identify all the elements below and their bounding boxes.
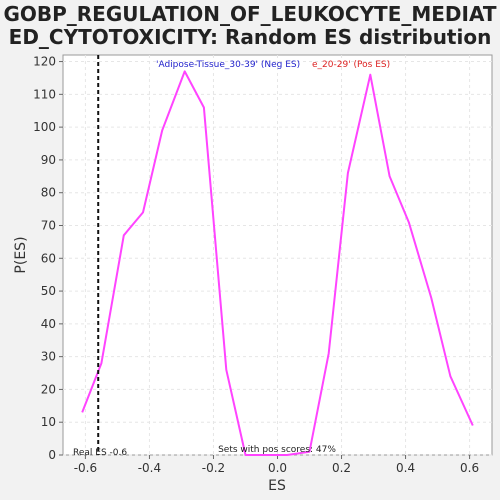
y-tick-label: 110 (33, 87, 56, 101)
x-tick-label: 0.0 (268, 461, 287, 475)
x-tick-label: 0.6 (460, 461, 479, 475)
y-tick-label: 90 (41, 153, 56, 167)
legend-pos-label: e_20-29' (Pos ES) (312, 60, 390, 70)
y-tick-label: 40 (41, 317, 56, 331)
y-tick-label: 120 (33, 55, 56, 69)
real-es-label: Real ES -0.6 (73, 448, 127, 458)
y-tick-label: 0 (48, 448, 56, 462)
x-tick-label: 0.2 (332, 461, 351, 475)
x-axis-title: ES (268, 478, 286, 494)
chart-title-line-2: ED_CYTOTOXICITY: Random ES distribution (9, 25, 492, 49)
y-tick-label: 50 (41, 284, 56, 298)
axis-ticks: 0 10 20 30 40 50 60 70 80 90 100 110 120 -0.6 -0.4 -0.2… (33, 55, 479, 475)
y-tick-label: 70 (41, 218, 56, 232)
legend-neg-label: 'Adipose-Tissue_30-39' (Neg ES) (156, 60, 300, 70)
x-tick-label: -0.4 (138, 461, 161, 475)
y-tick-label: 100 (33, 120, 56, 134)
x-tick-label: 0.4 (396, 461, 415, 475)
grid-lines (63, 55, 492, 456)
y-tick-label: 30 (41, 350, 56, 364)
es-distribution-line (81, 70, 474, 456)
y-tick-label: 10 (41, 415, 56, 429)
y-tick-label: 20 (41, 382, 56, 396)
chart-title-line-1: GOBP_REGULATION_OF_LEUKOCYTE_MEDIAT (3, 2, 496, 26)
x-tick-label: -0.6 (74, 461, 97, 475)
x-tick-label: -0.2 (202, 461, 225, 475)
series-layer (81, 55, 474, 456)
y-axis-title: P(ES) (13, 236, 29, 273)
y-tick-label: 60 (41, 251, 56, 265)
y-tick-label: 80 (41, 186, 56, 200)
pos-scores-label: Sets with pos scores: 47% (218, 445, 336, 455)
